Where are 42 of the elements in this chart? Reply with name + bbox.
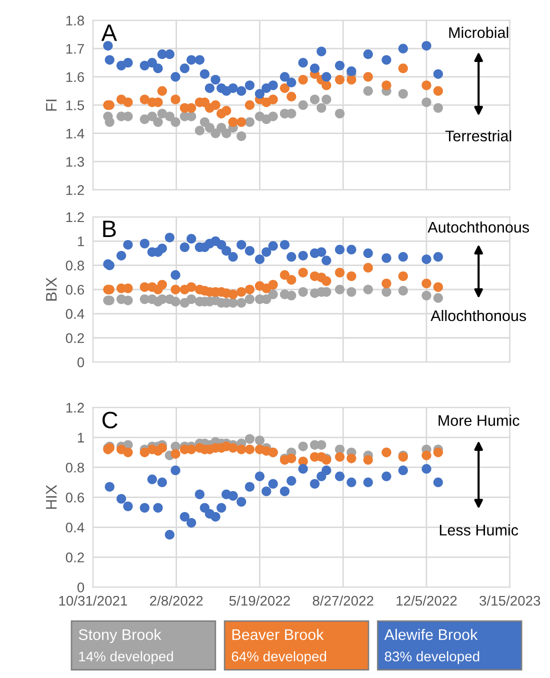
y-axis-title: BIX	[46, 278, 57, 301]
y-tick-label: 0	[77, 582, 84, 592]
y-tick-label: 0.4	[66, 309, 84, 319]
y-tick-label: 1	[78, 432, 84, 442]
y-tick-label: 1.2	[66, 212, 84, 222]
annotation: Autochthonous	[428, 221, 529, 233]
y-axis-title: HIX	[46, 484, 57, 509]
annotation: More Humic	[438, 414, 520, 426]
x-tick-label: 2/8/2022	[150, 595, 203, 606]
y-tick-label: 0.8	[66, 260, 84, 270]
y-tick-label: 1.7	[66, 44, 84, 54]
y-tick-label: 0.2	[66, 333, 84, 344]
y-tick-label: 0.8	[66, 462, 84, 473]
y-tick-label: 1.3	[66, 156, 84, 167]
chart-title: C	[102, 412, 118, 428]
text: Alewife Brook 83% developed	[384, 628, 480, 664]
y-tick-label: 1.4	[66, 128, 84, 138]
y-tick-label: 1.8	[66, 16, 84, 26]
annotation: Less Humic	[440, 524, 518, 536]
chart-title: A	[101, 24, 117, 41]
annotation: Allochthonous	[430, 310, 526, 322]
x-tick-label: 10/31/2021	[59, 595, 128, 606]
y-tick-label: 0.4	[66, 522, 84, 532]
y-axis-title: FI	[46, 100, 57, 111]
y-tick-label: 0.6	[66, 492, 84, 502]
x-tick-label: 5/19/2022	[229, 595, 290, 606]
x-tick-label: 8/27/2022	[312, 595, 374, 606]
annotation: Terrestrial	[445, 130, 512, 142]
y-tick-label: 1.6	[66, 72, 84, 82]
annotation: Microbial	[449, 26, 508, 38]
text: Beaver Brook 64% developed	[232, 628, 326, 664]
chart-title: B	[103, 220, 116, 237]
y-tick-label: 1.2	[66, 402, 84, 413]
text: Stony Brook 14% developed	[78, 628, 173, 664]
y-tick-label: 1	[78, 236, 84, 246]
y-tick-label: 1.2	[66, 185, 84, 195]
x-tick-label: 12/5/2022	[396, 595, 457, 606]
y-tick-label: 0.2	[66, 552, 84, 562]
y-tick-label: 0.6	[66, 284, 84, 295]
x-tick-label: 3/15/2023	[479, 595, 540, 606]
y-tick-label: 0	[77, 357, 84, 368]
y-tick-label: 1.5	[66, 100, 84, 110]
